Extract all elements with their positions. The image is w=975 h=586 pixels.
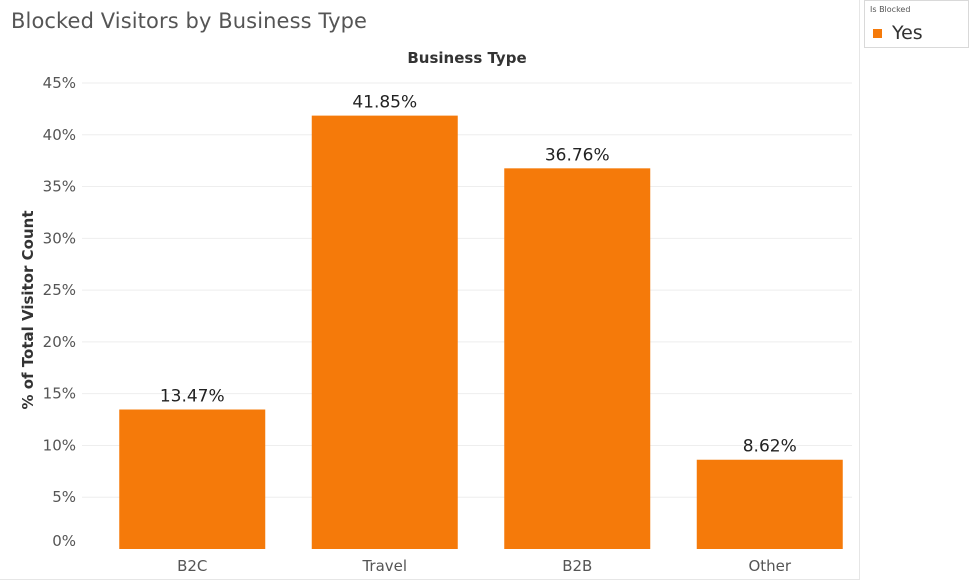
y-tick-label: 35%: [43, 178, 76, 196]
y-tick-label: 15%: [43, 385, 76, 403]
y-tick-label: 40%: [43, 126, 76, 144]
data-label: 13.47%: [160, 387, 225, 407]
y-tick-label: 45%: [43, 74, 76, 92]
data-label: 8.62%: [743, 437, 797, 457]
legend-swatch: [873, 29, 882, 38]
data-labels: 13.47% 41.85% 36.76% 8.62%: [160, 93, 797, 457]
data-label: 41.85%: [352, 93, 417, 113]
bar-chart: 0% 5% 10% 15% 20% 25% 30% 35% 40% 45% 13.47% 41.85…: [19, 49, 852, 575]
y-tick-label: 10%: [43, 436, 76, 454]
legend-item-label[interactable]: Yes: [892, 22, 923, 44]
x-tick-label: B2C: [177, 557, 207, 575]
x-axis-title: Business Type: [407, 49, 526, 67]
x-axis-ticks: B2C Travel B2B Other: [177, 557, 792, 575]
data-label: 36.76%: [545, 145, 610, 165]
bar-b2c: [119, 409, 266, 549]
chart-title: Blocked Visitors by Business Type: [11, 9, 368, 33]
y-tick-label: 25%: [43, 281, 76, 299]
bar-b2b: [504, 168, 651, 549]
side-panel-background: [863, 48, 975, 586]
y-tick-label: 5%: [52, 488, 76, 506]
bars: [119, 115, 843, 550]
bar-other: [696, 459, 843, 549]
y-tick-label: 0%: [52, 532, 76, 550]
x-tick-label: Travel: [361, 557, 407, 575]
y-tick-label: 20%: [43, 333, 76, 351]
x-tick-label: Other: [748, 557, 791, 575]
y-axis-title: % of Total Visitor Count: [19, 211, 37, 410]
bar-travel: [311, 115, 458, 550]
x-tick-label: B2B: [562, 557, 592, 575]
legend-title: Is Blocked: [870, 5, 911, 14]
chart-panel: Blocked Visitors by Business Type 0% 5% 10…: [0, 0, 860, 580]
y-tick-label: 30%: [43, 229, 76, 247]
y-axis-ticks: 0% 5% 10% 15% 20% 25% 30% 35% 40% 45%: [43, 74, 76, 550]
legend[interactable]: Is Blocked Yes: [864, 0, 969, 48]
